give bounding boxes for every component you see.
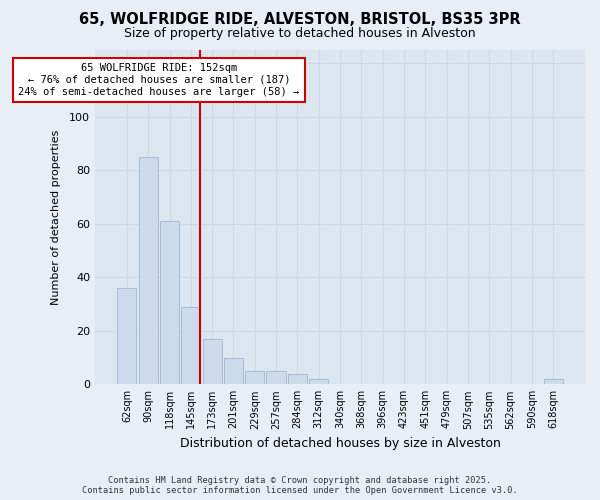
Bar bbox=[203, 339, 222, 384]
Bar bbox=[266, 371, 286, 384]
Bar bbox=[224, 358, 243, 384]
Text: Contains HM Land Registry data © Crown copyright and database right 2025.
Contai: Contains HM Land Registry data © Crown c… bbox=[82, 476, 518, 495]
Bar bbox=[118, 288, 136, 384]
Text: 65 WOLFRIDGE RIDE: 152sqm
← 76% of detached houses are smaller (187)
24% of semi: 65 WOLFRIDGE RIDE: 152sqm ← 76% of detac… bbox=[18, 64, 299, 96]
Bar bbox=[309, 379, 328, 384]
X-axis label: Distribution of detached houses by size in Alveston: Distribution of detached houses by size … bbox=[179, 437, 500, 450]
Bar bbox=[544, 379, 563, 384]
Text: Size of property relative to detached houses in Alveston: Size of property relative to detached ho… bbox=[124, 28, 476, 40]
Y-axis label: Number of detached properties: Number of detached properties bbox=[51, 130, 61, 305]
Bar bbox=[139, 157, 158, 384]
Bar bbox=[245, 371, 265, 384]
Text: 65, WOLFRIDGE RIDE, ALVESTON, BRISTOL, BS35 3PR: 65, WOLFRIDGE RIDE, ALVESTON, BRISTOL, B… bbox=[79, 12, 521, 28]
Bar bbox=[181, 306, 200, 384]
Bar bbox=[288, 374, 307, 384]
Bar bbox=[160, 221, 179, 384]
